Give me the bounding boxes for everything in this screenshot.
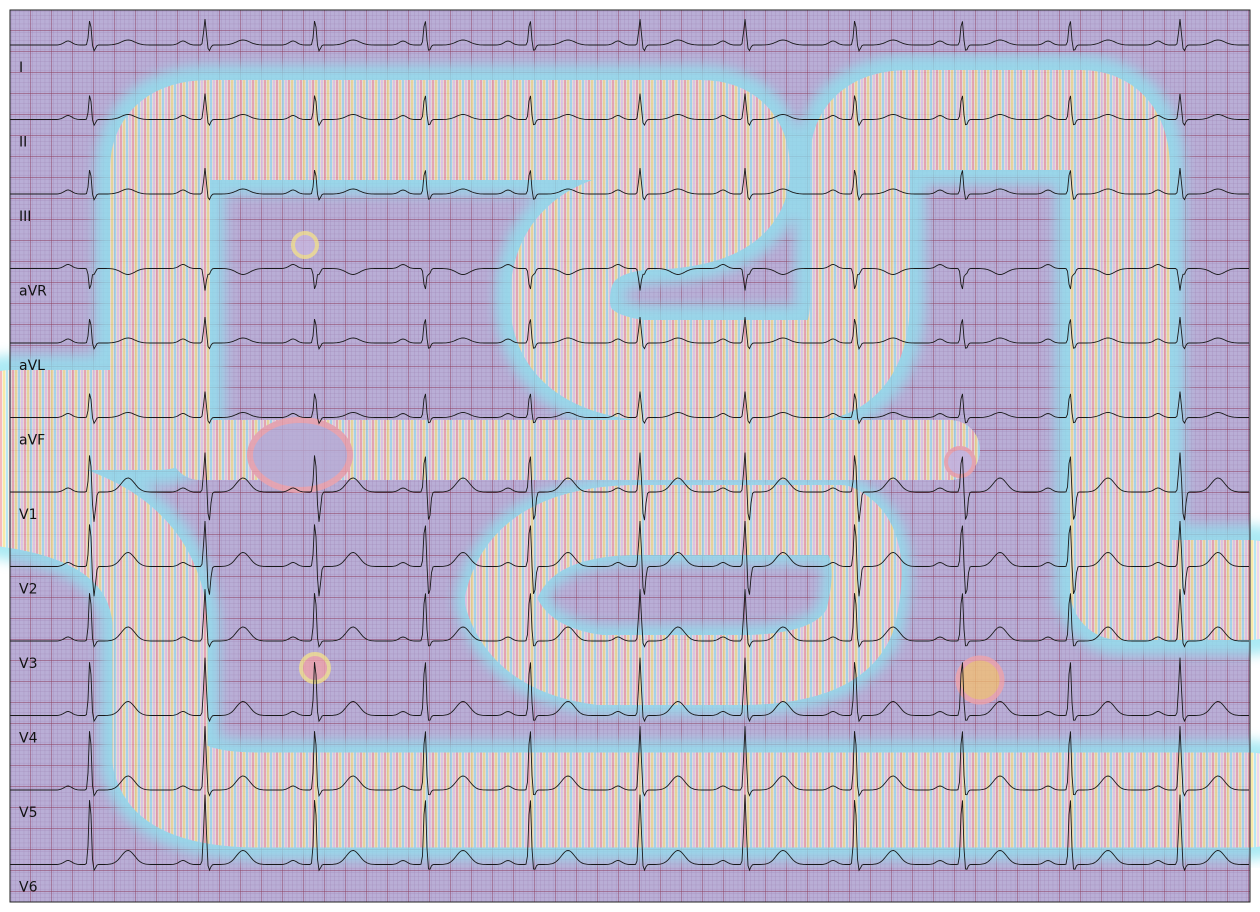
ecg-trace — [10, 391, 1249, 425]
heatmap-overlay — [0, 55, 1260, 860]
lead-label: aVL — [19, 358, 45, 374]
ecg-trace — [10, 589, 1249, 648]
lead-label: V6 — [19, 880, 38, 896]
ecg-trace — [10, 452, 1249, 522]
ecg-trace — [10, 93, 1249, 127]
ecg-trace — [10, 168, 1249, 202]
ecg-trace — [10, 794, 1249, 872]
lead-label: V4 — [19, 731, 38, 747]
ecg-traces — [10, 19, 1249, 872]
ecg-trace — [10, 19, 1249, 53]
ecg-trace — [10, 317, 1249, 351]
ecg-trace — [10, 520, 1249, 597]
lead-label: III — [19, 209, 31, 225]
frame — [9, 9, 1251, 903]
lead-label: II — [19, 135, 27, 151]
ecg-trace — [10, 657, 1249, 723]
lead-label: V1 — [19, 507, 37, 523]
lead-label: V3 — [19, 656, 37, 672]
lead-label: V5 — [19, 805, 37, 821]
lead-label: aVR — [19, 284, 47, 300]
lead-label: aVF — [19, 433, 45, 449]
lead-label: V2 — [19, 582, 37, 598]
ecg-trace — [10, 726, 1249, 797]
lead-label: I — [19, 60, 23, 76]
ecg-trace — [10, 264, 1249, 291]
